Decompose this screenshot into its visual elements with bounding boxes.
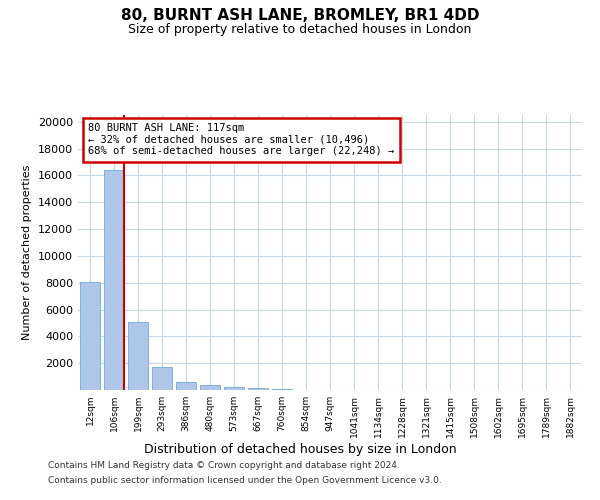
Bar [224,388,244,390]
Bar [200,386,220,390]
Text: Size of property relative to detached houses in London: Size of property relative to detached ho… [128,22,472,36]
Bar [80,282,100,390]
Bar [104,170,124,390]
Text: Distribution of detached houses by size in London: Distribution of detached houses by size … [143,442,457,456]
Text: Contains public sector information licensed under the Open Government Licence v3: Contains public sector information licen… [48,476,442,485]
Text: Contains HM Land Registry data © Crown copyright and database right 2024.: Contains HM Land Registry data © Crown c… [48,461,400,470]
Bar [152,366,172,390]
Bar [248,388,268,390]
Text: 80 BURNT ASH LANE: 117sqm
← 32% of detached houses are smaller (10,496)
68% of s: 80 BURNT ASH LANE: 117sqm ← 32% of detac… [88,123,394,156]
Bar [176,382,196,390]
Bar [272,388,292,390]
Y-axis label: Number of detached properties: Number of detached properties [22,165,32,340]
Text: 80, BURNT ASH LANE, BROMLEY, BR1 4DD: 80, BURNT ASH LANE, BROMLEY, BR1 4DD [121,8,479,22]
Bar [128,322,148,390]
